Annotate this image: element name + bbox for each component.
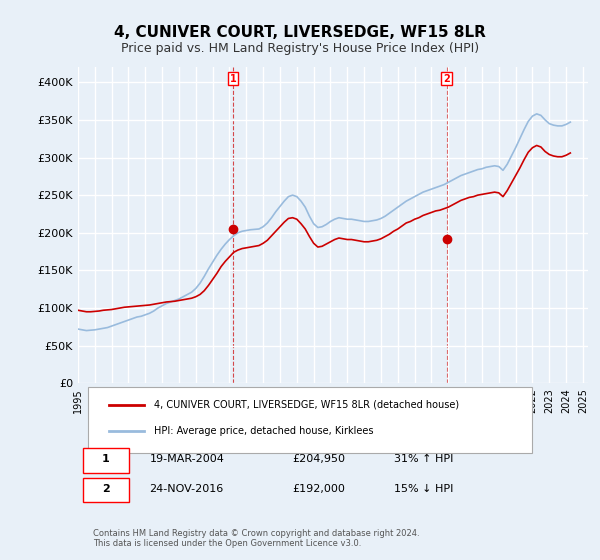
Text: 1: 1 (229, 73, 236, 83)
FancyBboxPatch shape (83, 448, 129, 473)
Text: 2: 2 (102, 484, 110, 494)
Text: Contains HM Land Registry data © Crown copyright and database right 2024.
This d: Contains HM Land Registry data © Crown c… (94, 529, 420, 548)
Text: £204,950: £204,950 (292, 454, 345, 464)
Text: Price paid vs. HM Land Registry's House Price Index (HPI): Price paid vs. HM Land Registry's House … (121, 42, 479, 55)
Text: HPI: Average price, detached house, Kirklees: HPI: Average price, detached house, Kirk… (155, 426, 374, 436)
Text: 15% ↓ HPI: 15% ↓ HPI (394, 484, 454, 494)
Text: 1: 1 (102, 454, 110, 464)
Text: 4, CUNIVER COURT, LIVERSEDGE, WF15 8LR (detached house): 4, CUNIVER COURT, LIVERSEDGE, WF15 8LR (… (155, 400, 460, 410)
FancyBboxPatch shape (88, 386, 532, 453)
Text: 4, CUNIVER COURT, LIVERSEDGE, WF15 8LR: 4, CUNIVER COURT, LIVERSEDGE, WF15 8LR (114, 25, 486, 40)
Text: 31% ↑ HPI: 31% ↑ HPI (394, 454, 454, 464)
Text: 24-NOV-2016: 24-NOV-2016 (149, 484, 224, 494)
Text: 19-MAR-2004: 19-MAR-2004 (149, 454, 224, 464)
Text: 2: 2 (443, 73, 450, 83)
FancyBboxPatch shape (83, 478, 129, 502)
Text: £192,000: £192,000 (292, 484, 345, 494)
